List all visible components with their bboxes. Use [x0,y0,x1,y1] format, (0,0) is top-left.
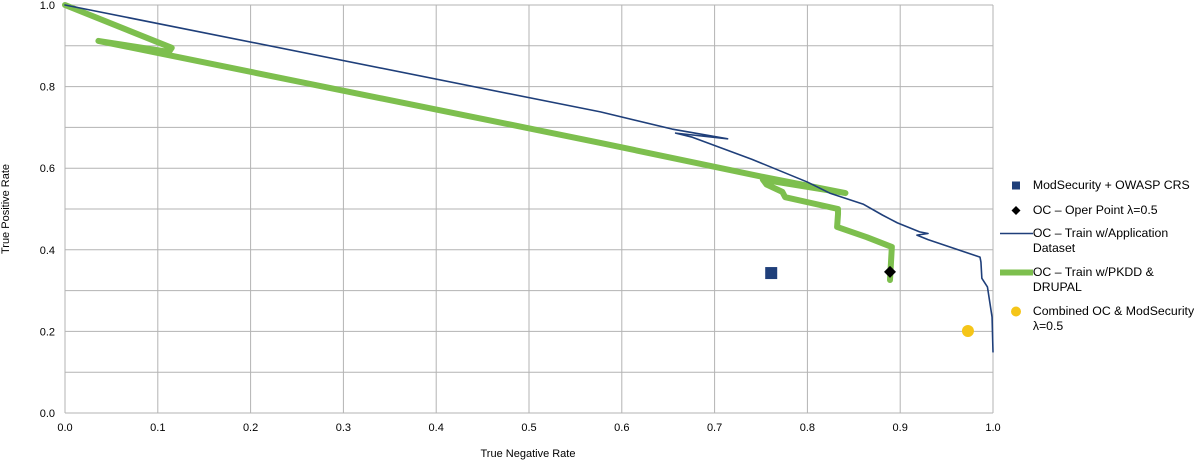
series-line-oc-train-w-pkdd-drupal [62,2,895,283]
y-tick-label: 0.2 [40,326,55,338]
legend-symbol [1011,306,1021,317]
x-axis-label: True Negative Rate [481,448,576,460]
legend-marker [1012,181,1020,190]
y-axis-label: True Positive Rate [0,164,12,254]
x-tick-label: 0.2 [243,422,258,434]
legend-item-oc-train-w-application-dataset: OC – Train w/Application Dataset [1000,226,1200,256]
x-tick-label: 0.5 [521,422,536,434]
data-point-modsecurity-owasp-crs [765,267,778,280]
legend-symbol [1000,232,1033,235]
x-tick-label: 1.0 [985,422,1000,434]
x-tick-label: 0.7 [707,422,722,434]
legend-marker [1011,206,1021,215]
x-tick-label: 0.3 [336,422,351,434]
legend-label: ModSecurity + OWASP CRS [1032,178,1190,192]
legend-label: Combined OC & ModSecurity λ=0.5 [1032,304,1195,333]
y-tick-label: 0.8 [40,82,55,94]
y-tick-label: 0.6 [40,163,55,175]
legend-marker [1011,306,1021,317]
data-point-combined-oc-modsecurity-0-5 [961,324,974,337]
legend-item-oc-oper-point-0-5: OC – Oper Point λ=0.5 [1000,203,1200,218]
x-tick-label: 0.0 [57,422,72,434]
legend-symbol [1011,206,1021,215]
x-tick-label: 0.6 [614,422,629,434]
y-tick-label: 0.4 [40,245,55,257]
legend-label: OC – Train w/Application Dataset [1032,226,1169,255]
legend-label: OC – Oper Point λ=0.5 [1032,203,1158,217]
y-tick-label: 1.0 [40,0,55,12]
legend-symbol [1000,269,1033,276]
series-line-oc-train-w-application-dataset [64,4,994,353]
data-point-oc-oper-point-0-5 [883,265,896,278]
x-tick-label: 0.8 [800,422,815,434]
legend-symbol [1012,181,1020,190]
x-tick-label: 0.1 [150,422,165,434]
legend-label: OC – Train w/PKDD & DRUPAL [1032,265,1154,294]
y-tick-label: 0.0 [40,408,55,420]
x-tick-label: 0.4 [429,422,444,434]
legend-item-modsecurity-owasp-crs: ModSecurity + OWASP CRS [1000,178,1200,193]
x-tick-label: 0.9 [893,422,908,434]
legend-item-oc-train-w-pkdd-drupal: OC – Train w/PKDD & DRUPAL [1000,265,1200,295]
legend-item-combined-oc-modsecurity-0-5: Combined OC & ModSecurity λ=0.5 [1000,304,1200,334]
